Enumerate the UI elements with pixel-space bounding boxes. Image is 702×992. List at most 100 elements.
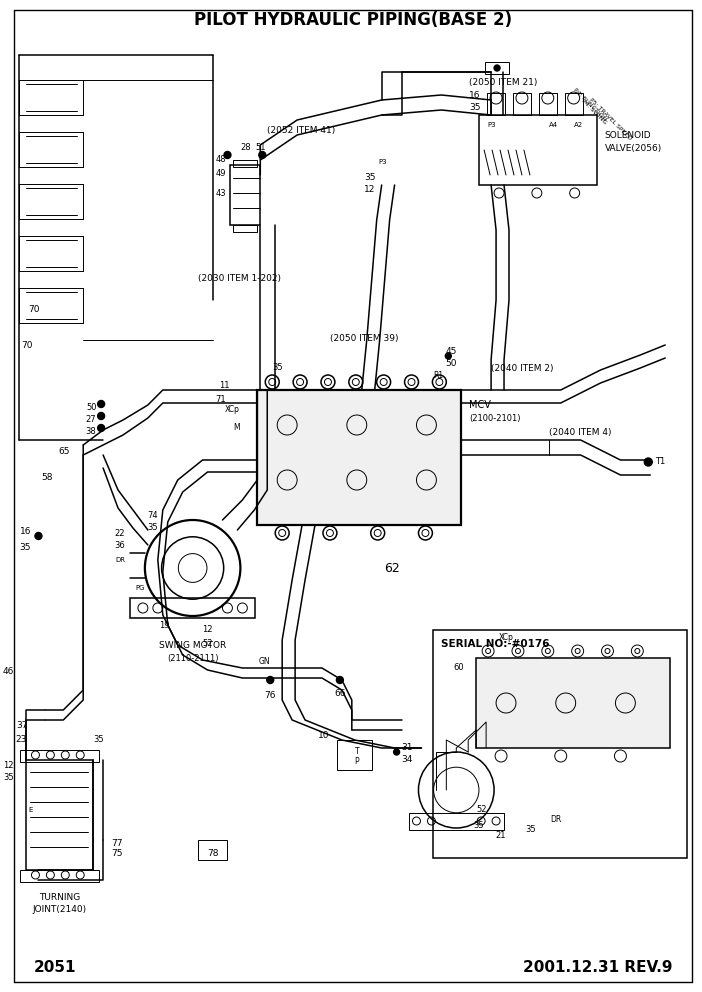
Text: 2001.12.31 REV.9: 2001.12.31 REV.9 [523, 960, 672, 975]
Text: P5: TRAVEL SPEED: P5: TRAVEL SPEED [588, 97, 633, 141]
Text: XCp: XCp [225, 406, 239, 415]
Text: A4: A4 [549, 122, 558, 128]
Text: GN: GN [258, 658, 270, 667]
Text: 65: 65 [58, 447, 69, 456]
Text: 35: 35 [469, 103, 481, 112]
Text: JOINT(2140): JOINT(2140) [32, 906, 86, 915]
Text: P4: SWING: P4: SWING [581, 98, 608, 126]
Text: 12: 12 [364, 186, 376, 194]
Text: 12: 12 [202, 626, 213, 635]
Bar [25, 760, 93, 870]
Bar [20, 750, 99, 762]
Circle shape [336, 677, 343, 683]
Text: 45: 45 [446, 347, 457, 356]
Circle shape [259, 152, 266, 159]
Text: 62: 62 [384, 561, 399, 574]
Text: 34: 34 [402, 756, 413, 765]
Text: 36: 36 [114, 542, 125, 551]
Text: 35: 35 [3, 774, 13, 783]
Text: TURNING: TURNING [39, 894, 80, 903]
Bar [258, 390, 461, 525]
Bar [479, 115, 597, 185]
Bar [513, 93, 531, 115]
Text: (2050 ITEM 21): (2050 ITEM 21) [469, 77, 538, 86]
Text: 16: 16 [20, 528, 32, 537]
Text: R1: R1 [433, 370, 444, 380]
Text: XCp: XCp [498, 634, 513, 643]
Text: P3: P3 [487, 122, 496, 128]
Text: 35: 35 [526, 825, 536, 834]
Bar [198, 840, 227, 860]
Circle shape [267, 677, 274, 683]
Text: 11: 11 [219, 381, 230, 390]
Text: 35: 35 [364, 174, 376, 183]
Text: 60: 60 [453, 664, 464, 673]
Text: M: M [233, 424, 239, 433]
Text: E: E [28, 807, 33, 813]
Text: 74: 74 [147, 512, 158, 521]
Text: 27: 27 [86, 416, 96, 425]
Bar [476, 658, 670, 748]
Text: 66: 66 [334, 688, 345, 697]
Text: SERIAL NO:-#0176: SERIAL NO:-#0176 [442, 639, 550, 649]
Text: 31: 31 [402, 743, 413, 753]
Circle shape [445, 353, 451, 359]
Text: 75: 75 [111, 848, 123, 857]
Text: 46: 46 [2, 668, 13, 677]
Text: (2100-2101): (2100-2101) [469, 414, 521, 423]
Text: 22: 22 [114, 529, 125, 538]
Bar [487, 93, 505, 115]
Text: PG: PG [135, 585, 145, 591]
Text: PILOT HYDRAULIC PIPING(BASE 2): PILOT HYDRAULIC PIPING(BASE 2) [194, 11, 512, 29]
Text: (2040 ITEM 4): (2040 ITEM 4) [549, 428, 611, 436]
Bar [539, 93, 557, 115]
Text: 50: 50 [446, 359, 457, 368]
Circle shape [98, 401, 105, 408]
Circle shape [98, 413, 105, 420]
Text: 37: 37 [15, 720, 27, 729]
Text: 35: 35 [272, 363, 282, 373]
Text: VALVE(2056): VALVE(2056) [604, 144, 662, 153]
Bar [433, 630, 687, 858]
Text: 38: 38 [86, 428, 97, 436]
Text: 50: 50 [86, 404, 96, 413]
Text: 23: 23 [16, 735, 27, 745]
Bar [564, 93, 583, 115]
Text: (2030 ITEM 1-202): (2030 ITEM 1-202) [198, 274, 281, 283]
Text: SOLENOID: SOLENOID [604, 131, 651, 140]
Text: 35: 35 [147, 524, 158, 533]
Bar [409, 813, 504, 830]
Text: (2052 ITEM 41): (2052 ITEM 41) [267, 126, 336, 135]
Text: (2040 ITEM 2): (2040 ITEM 2) [491, 363, 554, 373]
Text: DR: DR [550, 815, 562, 824]
Text: 28: 28 [240, 144, 251, 153]
Text: 78: 78 [207, 848, 218, 857]
Circle shape [35, 533, 42, 540]
Text: 19: 19 [159, 622, 170, 631]
Text: 51: 51 [255, 144, 265, 153]
Text: 58: 58 [41, 473, 53, 482]
Text: P4: FUNCTION: P4: FUNCTION [573, 87, 608, 122]
Text: 10: 10 [318, 730, 330, 739]
Text: 2051: 2051 [34, 960, 76, 975]
Text: 12: 12 [3, 761, 13, 770]
Bar [230, 165, 260, 225]
Text: 52: 52 [202, 639, 213, 648]
Text: 77: 77 [111, 838, 123, 847]
Bar [234, 225, 258, 232]
Text: 43: 43 [216, 188, 226, 197]
Bar [130, 598, 256, 618]
Text: 52: 52 [476, 806, 486, 814]
Text: 16: 16 [469, 91, 481, 100]
Bar [337, 740, 372, 770]
Text: 70: 70 [29, 306, 40, 314]
Text: DR: DR [115, 557, 125, 563]
Bar [485, 62, 509, 74]
Text: (2110-2111): (2110-2111) [167, 654, 218, 663]
Text: T: T [355, 748, 359, 757]
Circle shape [644, 458, 652, 466]
Circle shape [394, 749, 399, 755]
Circle shape [224, 152, 231, 159]
Text: (2050 ITEM 39): (2050 ITEM 39) [330, 333, 399, 342]
Bar [20, 870, 99, 882]
